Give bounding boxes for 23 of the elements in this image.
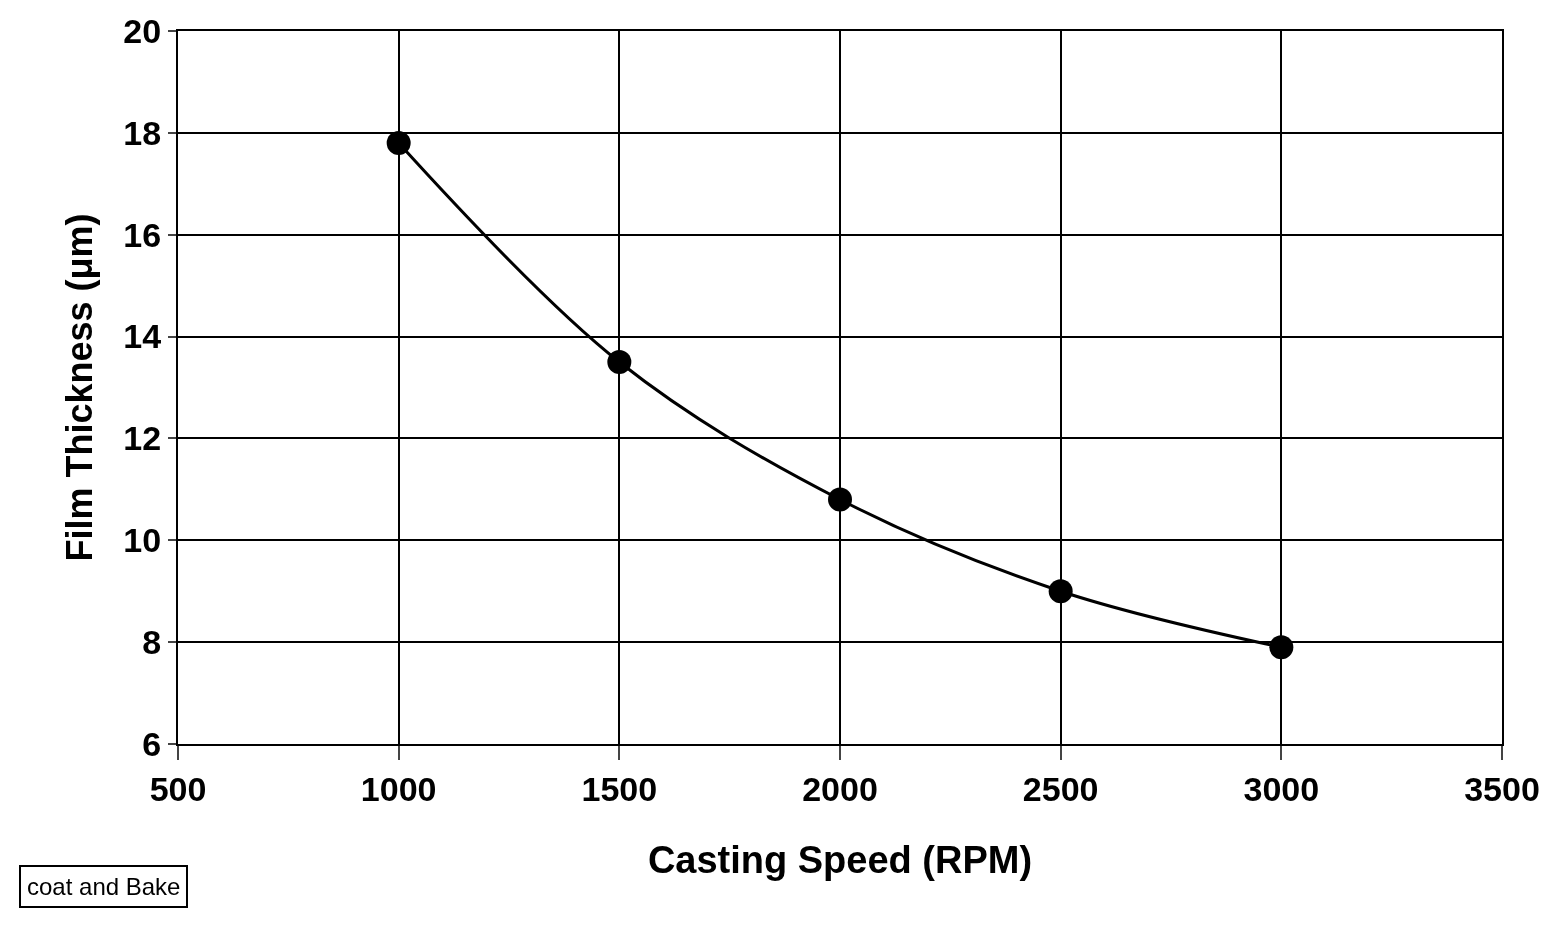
x-axis-title: Casting Speed (RPM)	[647, 839, 1033, 882]
text: coat and Bake	[27, 873, 181, 900]
y-tick-label: 6	[142, 724, 162, 763]
point	[1269, 635, 1294, 660]
x-tick-label: 2500	[1022, 769, 1099, 808]
x-tick-label: 500	[149, 769, 207, 808]
y-tick-label: 14	[123, 317, 162, 356]
point	[386, 131, 411, 156]
x-tick-label: 1000	[360, 769, 437, 808]
y-tick-label: 10	[123, 521, 162, 560]
point	[828, 487, 852, 512]
point	[1048, 579, 1073, 604]
x-tick-label: 1500	[581, 769, 658, 808]
y-tick-label: 8	[142, 623, 162, 662]
y-axis-title: Film Thickness (μm)	[58, 213, 100, 562]
y-tick-label: 12	[123, 419, 162, 458]
y-tick-label: 20	[123, 11, 162, 50]
x-tick-label: 3500	[1464, 769, 1540, 808]
y-tick-label: 18	[123, 113, 162, 152]
y-tick-label: 16	[123, 215, 162, 254]
x-tick-label: 3000	[1243, 769, 1320, 808]
x-tick-label: 2000	[802, 769, 878, 808]
point	[607, 350, 632, 375]
